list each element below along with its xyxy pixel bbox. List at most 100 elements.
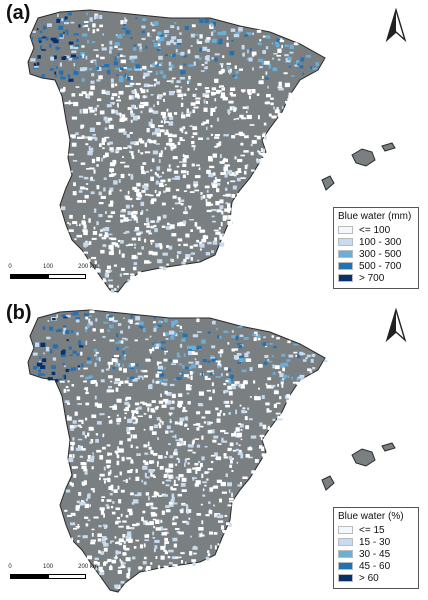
raster-cell (284, 44, 289, 47)
legend-label: 300 - 500 (359, 248, 402, 260)
raster-cell (128, 325, 131, 329)
raster-cell (133, 66, 137, 70)
raster-cell (116, 541, 120, 544)
raster-cell (127, 567, 131, 571)
raster-cell (85, 402, 90, 406)
raster-cell (99, 110, 105, 115)
raster-cell (65, 314, 71, 318)
raster-cell (219, 410, 222, 413)
raster-cell (220, 92, 226, 97)
raster-cell (219, 199, 224, 204)
raster-cell (71, 93, 76, 97)
raster-cell (267, 85, 269, 89)
raster-cell (203, 99, 206, 104)
raster-cell (88, 106, 93, 110)
raster-cell (88, 67, 93, 71)
raster-cell (101, 137, 107, 142)
raster-cell (217, 335, 220, 339)
raster-cell (181, 261, 186, 265)
raster-cell (113, 61, 118, 66)
raster-cell (112, 103, 115, 105)
raster-cell (83, 469, 88, 472)
raster-cell (267, 427, 271, 430)
raster-cell (267, 359, 270, 362)
raster-cell (199, 47, 202, 52)
raster-cell (55, 74, 57, 77)
raster-cell (145, 358, 151, 362)
raster-cell (187, 462, 190, 465)
raster-cell (228, 215, 234, 219)
raster-cell (83, 480, 87, 483)
raster-cell (261, 60, 265, 65)
raster-cell (91, 237, 97, 240)
raster-cell (160, 111, 166, 116)
raster-cell (252, 51, 257, 56)
raster-cell (122, 66, 127, 69)
raster-cell (168, 463, 174, 468)
raster-cell (146, 225, 150, 228)
raster-cell (242, 381, 248, 384)
raster-cell (180, 51, 185, 56)
raster-cell (129, 82, 135, 85)
raster-cell (217, 365, 221, 369)
raster-cell (142, 184, 147, 189)
raster-cell (287, 375, 290, 378)
raster-cell (277, 417, 283, 421)
raster-cell (258, 151, 261, 155)
raster-cell (32, 352, 38, 356)
raster-cell (99, 143, 102, 147)
raster-cell (231, 470, 234, 472)
raster-cell (93, 560, 98, 566)
raster-cell (81, 45, 85, 48)
raster-cell (283, 376, 287, 380)
raster-cell (187, 87, 190, 91)
raster-cell (67, 415, 70, 417)
raster-cell (150, 242, 153, 245)
raster-cell (237, 158, 243, 163)
raster-cell (218, 351, 224, 354)
raster-cell (219, 242, 225, 247)
raster-cell (127, 219, 130, 221)
raster-cell (122, 147, 128, 149)
raster-cell (116, 74, 119, 77)
raster-cell (171, 177, 177, 180)
raster-cell (168, 138, 172, 143)
raster-cell (82, 33, 88, 37)
raster-cell (242, 89, 245, 93)
raster-cell (146, 128, 150, 133)
raster-cell (159, 419, 162, 423)
raster-cell (109, 46, 113, 50)
raster-cell (230, 87, 236, 91)
raster-cell (125, 557, 131, 562)
raster-cell (170, 363, 177, 365)
raster-cell (217, 31, 223, 36)
raster-cell (229, 464, 233, 468)
raster-cell (198, 425, 204, 428)
raster-cell (126, 219, 132, 221)
raster-cell (103, 321, 109, 324)
raster-cell (206, 57, 210, 62)
raster-cell (277, 86, 283, 89)
raster-cell (235, 442, 238, 445)
raster-cell (246, 164, 249, 168)
raster-cell (198, 391, 204, 396)
raster-cell (81, 500, 84, 502)
raster-cell (115, 555, 118, 560)
raster-cell (97, 264, 100, 267)
raster-cell (160, 150, 163, 155)
raster-cell (206, 377, 211, 380)
raster-cell (161, 225, 166, 228)
raster-cell (241, 117, 247, 120)
raster-cell (68, 346, 72, 350)
raster-cell (244, 358, 247, 362)
raster-cell (177, 458, 181, 463)
raster-cell (164, 542, 166, 547)
raster-cell (95, 433, 99, 436)
raster-cell (81, 78, 85, 82)
raster-cell (191, 141, 195, 145)
raster-cell (218, 520, 224, 523)
raster-cell (205, 201, 211, 207)
raster-cell (164, 390, 168, 395)
raster-cell (107, 361, 114, 365)
raster-cell (141, 516, 144, 522)
